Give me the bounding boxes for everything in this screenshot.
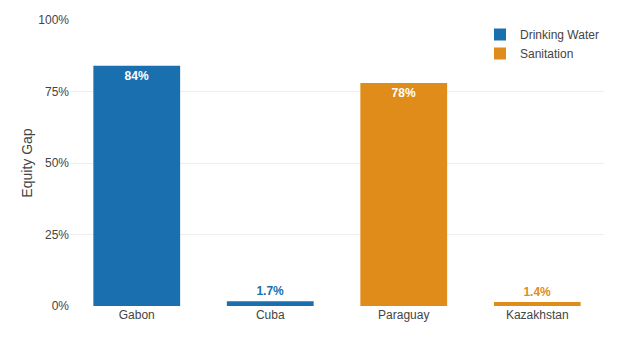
svg-text:84%: 84% xyxy=(125,69,149,83)
svg-text:25%: 25% xyxy=(45,228,69,242)
svg-text:Sanitation: Sanitation xyxy=(520,47,573,61)
svg-text:Gabon: Gabon xyxy=(119,308,155,322)
svg-text:50%: 50% xyxy=(45,156,69,170)
svg-text:Cuba: Cuba xyxy=(256,308,285,322)
svg-text:1.7%: 1.7% xyxy=(256,284,284,298)
svg-text:Paraguay: Paraguay xyxy=(378,308,429,322)
svg-text:0%: 0% xyxy=(52,299,70,313)
svg-text:Kazakhstan: Kazakhstan xyxy=(506,308,569,322)
svg-text:100%: 100% xyxy=(38,13,69,27)
svg-text:78%: 78% xyxy=(392,86,416,100)
svg-text:Equity Gap: Equity Gap xyxy=(19,128,35,197)
svg-text:1.4%: 1.4% xyxy=(523,285,551,299)
svg-text:75%: 75% xyxy=(45,85,69,99)
svg-text:Drinking Water: Drinking Water xyxy=(520,28,599,42)
